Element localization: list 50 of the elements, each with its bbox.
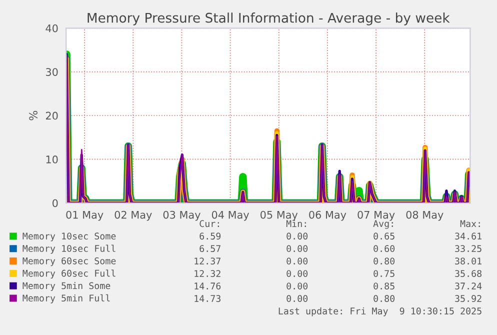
x-tick-label: 02 May bbox=[114, 210, 152, 221]
text: 14.76 bbox=[194, 282, 221, 290]
text: 0.80 bbox=[374, 258, 395, 265]
x-tick-label: 04 May bbox=[212, 210, 250, 221]
text: Last update: Fri May 9 10:30:15 2025 bbox=[278, 307, 482, 316]
x-tick-label: 05 May bbox=[260, 210, 298, 221]
text: Avg: bbox=[373, 220, 393, 229]
legend-label: Memory 5min Full bbox=[22, 294, 110, 304]
text: 12.32 bbox=[194, 270, 220, 278]
text: 0.75 bbox=[374, 270, 394, 278]
text: 6.59 bbox=[200, 232, 221, 240]
x-tick-label: 08 May bbox=[406, 210, 444, 221]
text: 0.65 bbox=[374, 232, 394, 240]
text: Max: bbox=[460, 220, 480, 228]
text: 6.57 bbox=[200, 245, 220, 252]
text: 35.68 bbox=[455, 270, 482, 278]
text: 35.92 bbox=[455, 295, 482, 302]
text: 37.24 bbox=[455, 282, 482, 290]
text: 0.00 bbox=[286, 282, 308, 290]
x-tick-label: 07 May bbox=[358, 210, 395, 221]
text: 0.60 bbox=[374, 245, 395, 252]
legend-label: Memory 60sec Some bbox=[22, 257, 116, 266]
text: 0.85 bbox=[374, 282, 394, 290]
y-tick-label: 10 bbox=[46, 156, 58, 164]
x-tick-label: 01 May bbox=[66, 210, 104, 221]
y-axis-title: % bbox=[29, 110, 38, 120]
legend-label: Memory 5min Some bbox=[22, 282, 110, 291]
text: 0.00 bbox=[286, 232, 308, 240]
y-tick-label: 40 bbox=[46, 24, 58, 32]
y-tick-label: 20 bbox=[46, 112, 58, 120]
y-tick-label: 0 bbox=[52, 199, 58, 208]
legend-label: Memory 60sec Full bbox=[22, 270, 116, 279]
text: 34.61 bbox=[455, 232, 482, 240]
text: 0.00 bbox=[286, 270, 308, 278]
text: 0.00 bbox=[286, 295, 308, 302]
text: 0.00 bbox=[286, 258, 308, 265]
text: Min: bbox=[286, 220, 306, 227]
x-tick-label: 06 May bbox=[309, 210, 346, 221]
legend-label: Memory 10sec Full bbox=[22, 244, 116, 254]
text: 0.00 bbox=[286, 245, 308, 252]
chart-title: Memory Pressure Stall Information - Average - by week bbox=[88, 12, 450, 26]
legend-label: Memory 10sec Some bbox=[22, 232, 116, 242]
x-tick-label: 03 May bbox=[163, 210, 200, 221]
text: 14.73 bbox=[194, 295, 220, 302]
text: Cur: bbox=[200, 220, 219, 228]
y-tick-label: 30 bbox=[46, 68, 58, 76]
text: 12.37 bbox=[194, 258, 220, 265]
text: 33.25 bbox=[455, 245, 482, 252]
text: 0.80 bbox=[374, 295, 395, 302]
text: 38.01 bbox=[455, 258, 482, 265]
